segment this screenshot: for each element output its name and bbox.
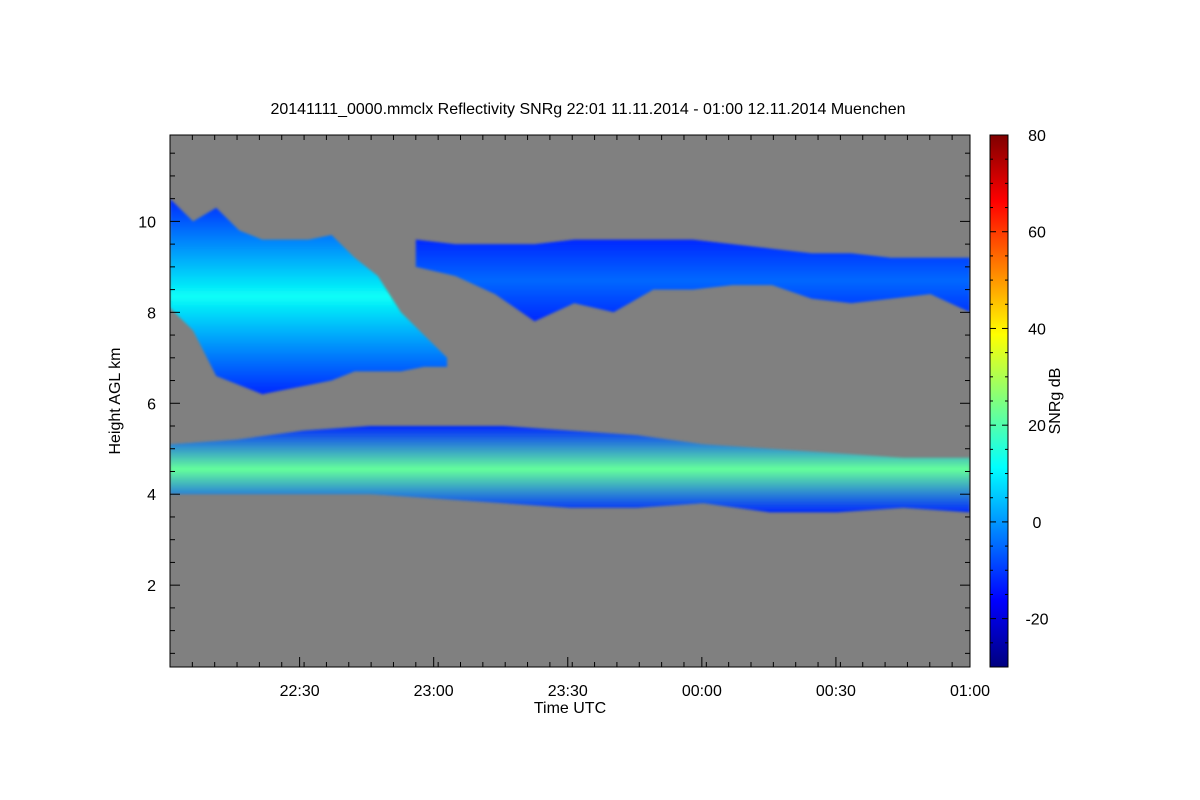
colorbar-tick-label: 0 — [1033, 515, 1042, 532]
plot-frame — [169, 134, 971, 668]
echo-layers — [170, 198, 970, 513]
y-tick-label: 2 — [147, 578, 156, 595]
x-tick-label: 23:00 — [414, 683, 454, 700]
echo-layer — [170, 198, 448, 395]
y-tick-label: 8 — [147, 305, 156, 322]
x-tick-label: 00:30 — [816, 683, 856, 700]
x-tick-label: 01:00 — [950, 683, 990, 700]
x-tick-label: 22:30 — [280, 683, 320, 700]
x-axis: 22:30 23:00 23:30 00:00 00:30 01:00 — [169, 135, 990, 700]
colorbar-axis: -20 0 20 40 60 80 — [990, 128, 1049, 644]
echo-layer — [170, 426, 970, 513]
plot-background — [170, 135, 970, 667]
y-tick-label: 4 — [147, 487, 156, 504]
y-tick-label: 10 — [138, 214, 156, 231]
echo-layer-shape — [170, 426, 970, 513]
colorbar-tick-label: 80 — [1028, 128, 1046, 145]
echo-layer — [415, 239, 970, 322]
colorbar-label: SNRg dB — [1047, 368, 1064, 435]
x-tick-label: 00:00 — [682, 683, 722, 700]
colorbar-tick-label: 40 — [1028, 321, 1046, 338]
colorbar-tick-label: 20 — [1028, 418, 1046, 435]
colorbar-tick-label: -20 — [1025, 612, 1048, 629]
y-axis: 2 4 6 8 10 — [138, 152, 970, 654]
y-axis-label: Height AGL km — [107, 347, 124, 454]
chart-title: 20141111_0000.mmclx Reflectivity SNRg 22… — [270, 101, 905, 118]
echo-layer-shape — [415, 239, 970, 322]
y-tick-label: 6 — [147, 396, 156, 413]
colorbar-tick-label: 60 — [1028, 225, 1046, 242]
x-tick-label: 23:30 — [548, 683, 588, 700]
x-axis-label: Time UTC — [534, 700, 606, 717]
echo-layer-shape — [170, 198, 448, 395]
